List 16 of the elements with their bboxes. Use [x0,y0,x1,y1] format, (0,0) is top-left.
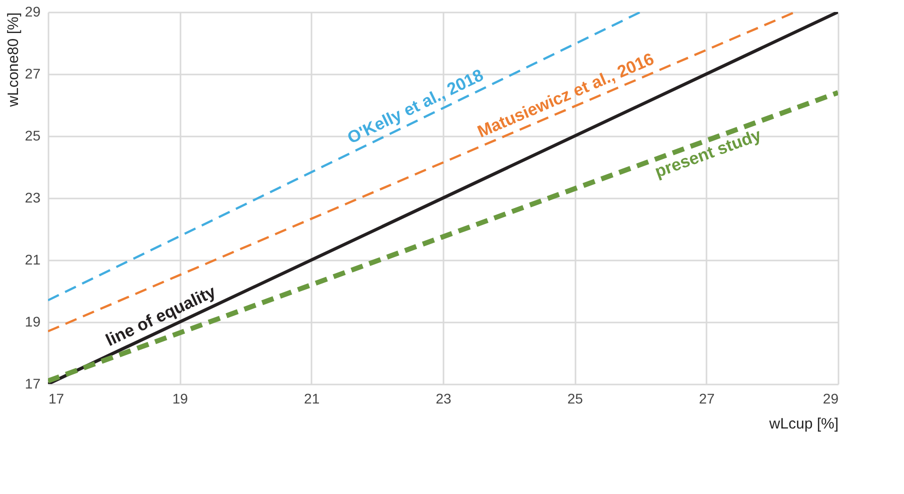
y-tick-label: 17 [24,376,41,392]
x-tick-label: 27 [699,390,715,406]
y-tick-label: 21 [24,252,41,268]
x-axis-title: wLcup [%] [768,416,838,432]
y-tick-label: 29 [24,4,41,20]
y-tick-label: 27 [24,66,41,82]
x-tick-label: 17 [48,390,64,406]
x-tick-label: 23 [436,390,452,406]
y-tick-label: 23 [24,190,41,206]
y-axis-title: wLcone80 [%] [4,12,22,108]
x-tick-label: 21 [304,390,320,406]
x-tick-label: 19 [172,390,188,406]
x-tick-label: 25 [567,390,584,406]
x-tick-label: 29 [822,390,839,406]
y-tick-label: 19 [24,314,41,330]
y-tick-label: 25 [24,128,41,144]
